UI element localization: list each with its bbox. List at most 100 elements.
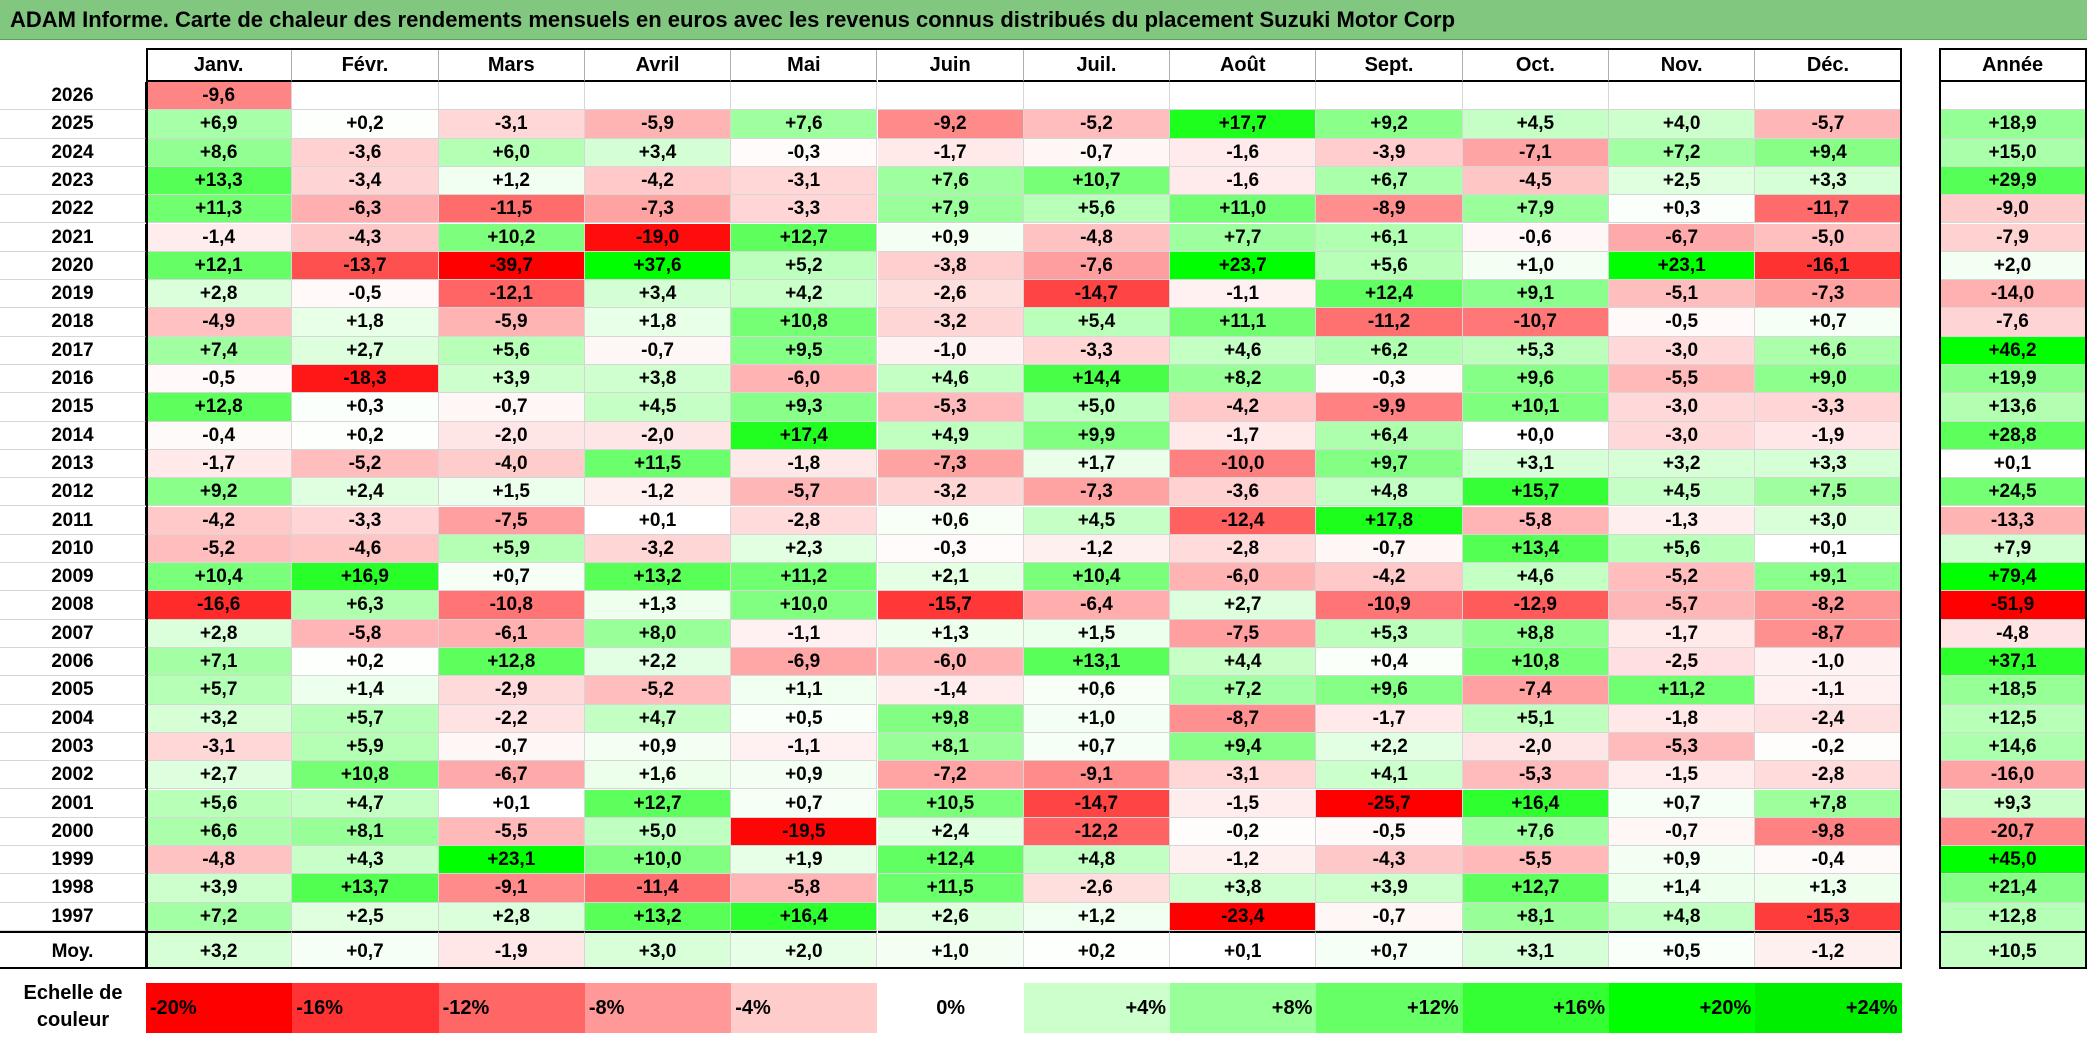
heatmap-cell: +4,7 (584, 704, 732, 733)
year-label: 2010 (0, 534, 146, 564)
heatmap-cell: +0,1 (438, 789, 585, 818)
heatmap-cell (584, 82, 732, 111)
annual-cell: +45,0 (1939, 846, 2087, 875)
heatmap-cell: +0,6 (877, 506, 1024, 535)
heatmap-cell: -2,4 (1755, 704, 1902, 733)
heatmap-cell: -7,5 (1170, 619, 1317, 648)
heatmap-cell: +16,4 (1462, 789, 1609, 818)
heatmap-cell: +7,4 (146, 336, 293, 365)
column-header: Févr. (292, 48, 439, 82)
heatmap-cell: +7,6 (731, 110, 878, 139)
heatmap-cell: +15,7 (1462, 478, 1609, 507)
average-annual-cell: +10,5 (1939, 931, 2087, 969)
heatmap-cell: +1,7 (1023, 449, 1171, 479)
heatmap-cell: -1,0 (1755, 648, 1902, 677)
heatmap-cell: -3,1 (1170, 761, 1317, 790)
heatmap-cell: +4,5 (1462, 110, 1609, 139)
heatmap-cell: -4,2 (1170, 393, 1317, 422)
heatmap-cell: +6,7 (1316, 166, 1463, 196)
heatmap-cell: -4,8 (146, 846, 293, 875)
heatmap-cell: +6,0 (438, 138, 585, 167)
annual-cell: +14,6 (1939, 732, 2087, 762)
heatmap-cell: +0,3 (292, 393, 439, 422)
heatmap-cell: +2,7 (292, 336, 439, 365)
heatmap-cell: -5,7 (731, 478, 878, 507)
column-header: Sept. (1316, 48, 1463, 82)
heatmap-cell: -7,3 (1023, 478, 1171, 507)
heatmap-cell: +5,6 (146, 789, 293, 818)
heatmap-cell: -0,5 (292, 280, 439, 309)
heatmap-cell: +4,7 (292, 789, 439, 818)
year-label: 2004 (0, 704, 146, 733)
heatmap-cell: +17,7 (1170, 110, 1317, 139)
heatmap-cell: -4,8 (1023, 223, 1171, 252)
heatmap-cell: -0,7 (1316, 902, 1463, 931)
heatmap-cell: +1,0 (1023, 704, 1171, 733)
heatmap-cell: +9,8 (877, 704, 1024, 733)
heatmap-cell: +0,3 (1609, 195, 1756, 224)
heatmap-cell: +2,8 (146, 280, 293, 309)
heatmap-cell: -1,1 (731, 619, 878, 648)
heatmap-cell: -5,0 (1755, 223, 1902, 252)
annual-cell: +13,6 (1939, 393, 2087, 422)
heatmap-cell: +3,9 (146, 874, 293, 903)
heatmap-cell: -10,9 (1316, 591, 1463, 620)
heatmap-cell: -3,2 (877, 308, 1024, 337)
heatmap-cell: +37,6 (584, 251, 732, 281)
heatmap-cell: -1,7 (1609, 619, 1756, 648)
heatmap-cell: +7,2 (1170, 676, 1317, 705)
heatmap-cell: +17,4 (731, 421, 878, 450)
color-scale-stop: +24% (1755, 983, 1902, 1033)
heatmap-cell: -4,2 (146, 506, 293, 535)
heatmap-cell: -1,6 (1170, 138, 1317, 167)
heatmap-cell: +10,0 (731, 591, 878, 620)
heatmap-cell: -4,3 (292, 223, 439, 252)
heatmap-cell: -5,2 (584, 676, 732, 705)
year-label: 2018 (0, 308, 146, 337)
heatmap-cell: -3,3 (292, 506, 439, 535)
heatmap-cell: -2,0 (438, 421, 585, 450)
heatmap-cell (877, 82, 1024, 111)
heatmap-cell: -0,7 (584, 336, 732, 365)
heatmap-cell: -8,9 (1316, 195, 1463, 224)
heatmap-cell: -5,2 (146, 534, 293, 564)
heatmap-cell: -16,6 (146, 591, 293, 620)
heatmap-cell: -8,2 (1755, 591, 1902, 620)
heatmap-cell: -1,2 (584, 478, 732, 507)
heatmap-cell: +0,6 (1023, 676, 1171, 705)
heatmap-cell: -2,8 (731, 506, 878, 535)
heatmap-cell: +4,1 (1316, 761, 1463, 790)
heatmap-cell: +2,8 (146, 619, 293, 648)
heatmap-cell: -3,3 (1023, 336, 1171, 365)
heatmap-cell: -6,9 (731, 648, 878, 677)
heatmap-cell: -1,7 (1170, 421, 1317, 450)
heatmap-cell: -1,8 (731, 449, 878, 479)
heatmap-cell: -2,0 (584, 421, 732, 450)
heatmap-cell: -14,7 (1023, 789, 1171, 818)
heatmap-cell: +3,3 (1755, 449, 1902, 479)
heatmap-cell: -10,0 (1170, 449, 1317, 479)
heatmap-cell: +8,1 (292, 817, 439, 847)
heatmap-cell: +4,2 (731, 280, 878, 309)
heatmap-cell: -4,6 (292, 534, 439, 564)
heatmap-cell: +8,1 (877, 732, 1024, 762)
heatmap-cell: -6,1 (438, 619, 585, 648)
heatmap-cell: +1,3 (877, 619, 1024, 648)
heatmap-cell: +2,6 (877, 902, 1024, 931)
heatmap-cell: -3,1 (146, 732, 293, 762)
heatmap-cell: +4,8 (1609, 902, 1756, 931)
column-header: Juin (877, 48, 1024, 82)
column-header: Juil. (1023, 48, 1171, 82)
heatmap-cell: +17,8 (1316, 506, 1463, 535)
heatmap-cell: -1,7 (877, 138, 1024, 167)
heatmap-cell (438, 82, 585, 111)
column-header: Oct. (1462, 48, 1609, 82)
year-label: 1999 (0, 846, 146, 875)
heatmap-cell: +12,7 (584, 789, 732, 818)
heatmap-cell (1316, 82, 1463, 111)
heatmap-cell: +10,5 (877, 789, 1024, 818)
heatmap-cell: +5,6 (1023, 195, 1171, 224)
heatmap-cell: +2,7 (146, 761, 293, 790)
heatmap-cell: +12,4 (877, 846, 1024, 875)
heatmap-cell: -7,2 (877, 761, 1024, 790)
